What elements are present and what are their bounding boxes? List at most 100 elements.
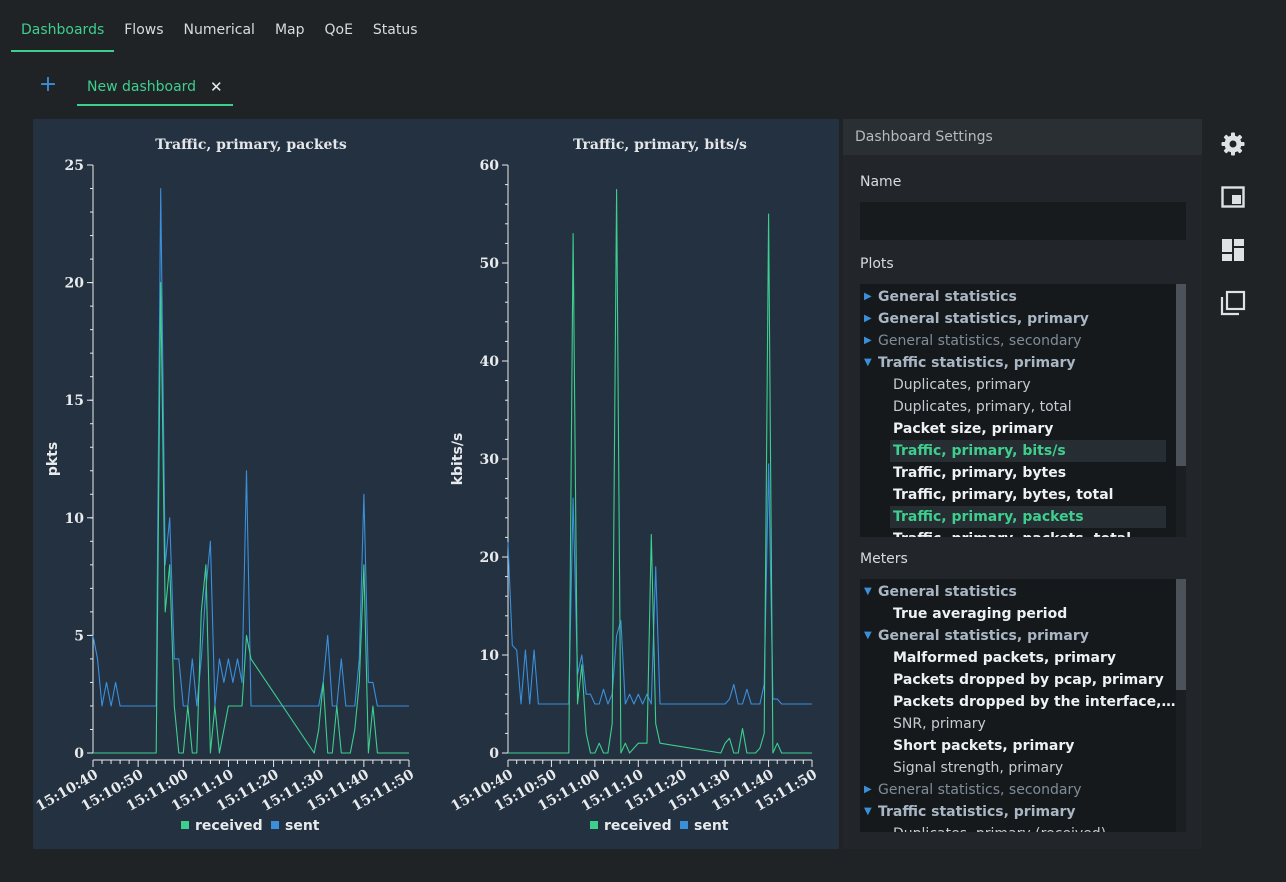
meter-tree-label: General statistics [878,584,1017,600]
legend-label-sent[interactable]: sent [285,818,320,834]
plot-tree-item[interactable]: Traffic, primary, bytes [860,462,1176,484]
plot-tree-item[interactable]: Traffic, primary, packets [890,506,1166,528]
meter-tree-item[interactable]: Duplicates, primary (received) [860,823,1176,832]
plot-tree-label: Duplicates, primary [893,377,1031,393]
nav-tab-flows[interactable]: Flows [124,22,164,38]
dashboard-tab-bar: + New dashboard ✕ [33,70,233,108]
scrollbar-thumb[interactable] [1176,579,1186,690]
legend-label-received[interactable]: received [195,818,263,834]
plot-tree-item[interactable]: Packet size, primary [860,418,1176,440]
plot-tree-category[interactable]: ▶ General statistics [860,286,1176,308]
dashboard-tab[interactable]: New dashboard ✕ [77,70,233,106]
plot-tree-item[interactable]: Traffic, primary, bytes, total [860,484,1176,506]
plot-tree-item[interactable]: Traffic, primary, bits/s [890,440,1166,462]
chart-title: Traffic, primary, bits/s [573,137,747,153]
meter-tree-category[interactable]: ▼ Traffic statistics, primary [860,801,1176,823]
side-toolbar [1214,125,1254,337]
meter-tree-label: Malformed packets, primary [893,650,1116,666]
y-axis-label: pkts [45,442,61,476]
meter-tree-label: Packets dropped by the interface, pri... [893,694,1176,710]
plot-tree-label: General statistics, secondary [878,333,1082,349]
meter-tree-label: Signal strength, primary [893,760,1064,776]
y-tick-label: 10 [65,511,85,527]
y-axis-label: kbits/s [450,433,466,486]
collapsed-triangle-icon[interactable]: ▶ [864,335,872,346]
plot-tree-category[interactable]: ▶ General statistics, secondary [860,330,1176,352]
plots-label: Plots [860,256,894,272]
series-line-received [508,188,812,754]
dashboard-tab-label: New dashboard [87,79,197,95]
collapsed-triangle-icon[interactable]: ▶ [864,784,872,795]
meters-tree[interactable]: ▼ General statistics True averaging period… [860,579,1186,832]
y-tick-label: 20 [480,550,500,566]
plot-tree-item[interactable]: Duplicates, primary [860,374,1176,396]
expanded-triangle-icon[interactable]: ▼ [864,586,872,597]
nav-tab-qoe[interactable]: QoE [324,22,353,38]
meter-tree-scrollbar[interactable] [1176,579,1186,832]
chart-title: Traffic, primary, packets [155,137,347,153]
nav-tab-numerical[interactable]: Numerical [183,22,255,38]
name-label: Name [860,174,902,190]
chart-bits-svg: Traffic, primary, bits/s 0 10 20 30 40 50 60 kbi… [448,137,820,834]
expanded-triangle-icon[interactable]: ▼ [864,357,872,368]
meter-tree-category[interactable]: ▶ General statistics, secondary [860,779,1176,801]
plots-tree[interactable]: ▶ General statistics ▶ General statistics, … [860,284,1186,537]
nav-tab-dashboards[interactable]: Dashboards [11,14,115,52]
meter-tree-label: General statistics, secondary [878,782,1082,798]
y-tick-label: 0 [74,746,84,762]
plot-tree-label: Traffic, primary, packets, total [893,531,1131,537]
scrollbar-thumb[interactable] [1176,284,1186,466]
plot-tree-item[interactable]: Traffic, primary, packets, total [860,528,1176,537]
plot-tree-scrollbar[interactable] [1176,284,1186,537]
plot-tree-item[interactable]: Duplicates, primary, total [860,396,1176,418]
collapsed-triangle-icon[interactable]: ▶ [864,291,872,302]
collapsed-triangle-icon[interactable]: ▶ [864,313,872,324]
duplicate-icon[interactable] [1214,284,1252,322]
plot-tree-category[interactable]: ▶ General statistics, primary [860,308,1176,330]
plot-tree-category[interactable]: ▼ Traffic statistics, primary [860,352,1176,374]
meter-tree-item[interactable]: SNR, primary [860,713,1176,735]
meter-tree-category[interactable]: ▼ General statistics, primary [860,625,1176,647]
gear-icon[interactable] [1214,125,1252,163]
meter-tree-label: Duplicates, primary (received) [893,826,1106,832]
close-tab-icon[interactable]: ✕ [210,78,223,96]
meter-tree-label: Traffic statistics, primary [878,804,1076,820]
y-tick-label: 40 [480,354,500,370]
series-line-sent [507,463,812,705]
nav-tab-status[interactable]: Status [372,22,418,38]
plot-tree-label: Traffic, primary, bytes, total [893,487,1114,503]
chart-packets-svg: Traffic, primary, packets0510152025pkts1… [33,137,417,834]
y-tick-label: 5 [74,628,84,644]
expanded-triangle-icon[interactable]: ▼ [864,630,872,641]
meter-tree-item[interactable]: True averaging period [860,603,1176,625]
legend-label-sent[interactable]: sent [694,818,729,834]
plot-area: Traffic, primary, packets 0 5 10 15 20 25 pkts 1… [33,119,839,849]
nav-tab-map[interactable]: Map [274,22,305,38]
legend-swatch-received [181,821,189,829]
meter-tree-item[interactable]: Signal strength, primary [860,757,1176,779]
meter-tree-item[interactable]: Packets dropped by pcap, primary [860,669,1176,691]
series-line-sent [92,187,409,707]
meter-tree-item[interactable]: Short packets, primary [860,735,1176,757]
y-tick-label: 25 [65,158,84,174]
y-tick-label: 20 [65,276,85,292]
dashboard-settings-panel: Dashboard Settings Name Plots ▶ General s… [843,119,1202,849]
meters-label: Meters [860,551,908,567]
meter-tree-label: General statistics, primary [878,628,1089,644]
y-tick-label: 60 [480,158,500,174]
meter-tree-label: True averaging period [893,606,1068,622]
dashboard-layout-icon[interactable] [1214,231,1252,269]
top-navigation: Dashboards Flows Numerical Map QoE Status [11,14,428,52]
meter-tree-category[interactable]: ▼ General statistics [860,581,1176,603]
meter-tree-item[interactable]: Packets dropped by the interface, pri... [860,691,1176,713]
series-line-received [93,282,409,754]
expanded-triangle-icon[interactable]: ▼ [864,806,872,817]
meter-tree-item[interactable]: Malformed packets, primary [860,647,1176,669]
meter-tree-label: SNR, primary [893,716,986,732]
plot-tree-label: General statistics, primary [878,311,1089,327]
legend-swatch-received [590,821,598,829]
legend-label-received[interactable]: received [604,818,672,834]
dashboard-name-input[interactable] [860,202,1186,240]
window-icon[interactable] [1214,178,1252,216]
add-dashboard-button[interactable]: + [33,70,63,100]
